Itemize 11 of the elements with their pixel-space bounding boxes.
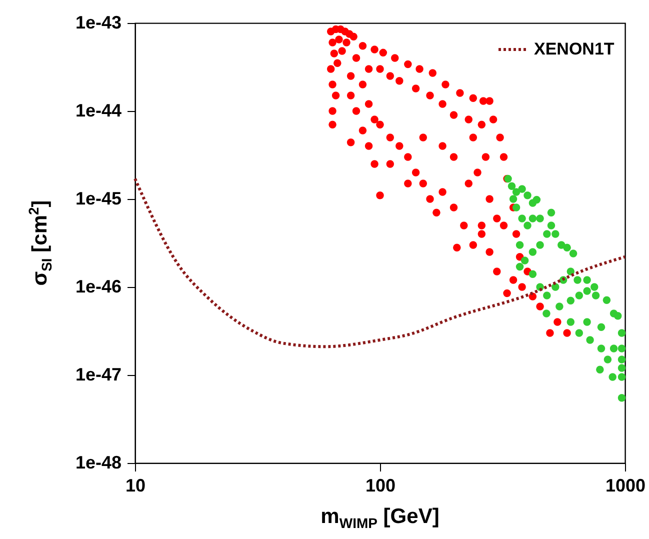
y-tick-label: 1e-43 [75, 12, 122, 32]
y-tick-label: 1e-44 [75, 100, 122, 120]
x-tick-label: 10 [125, 476, 146, 496]
y-tick-label: 1e-47 [75, 364, 122, 384]
x-tick-label: 100 [365, 476, 396, 496]
y-tick-label: 1e-45 [75, 188, 122, 208]
y-tick-label: 1e-46 [75, 276, 122, 296]
x-tick-label: 1000 [605, 476, 646, 496]
x-axis-title: m$_{WIMP}$ [GeV] [320, 505, 440, 532]
legend-label: XENON1T [534, 40, 615, 58]
y-tick-label: 1e-48 [75, 452, 122, 472]
